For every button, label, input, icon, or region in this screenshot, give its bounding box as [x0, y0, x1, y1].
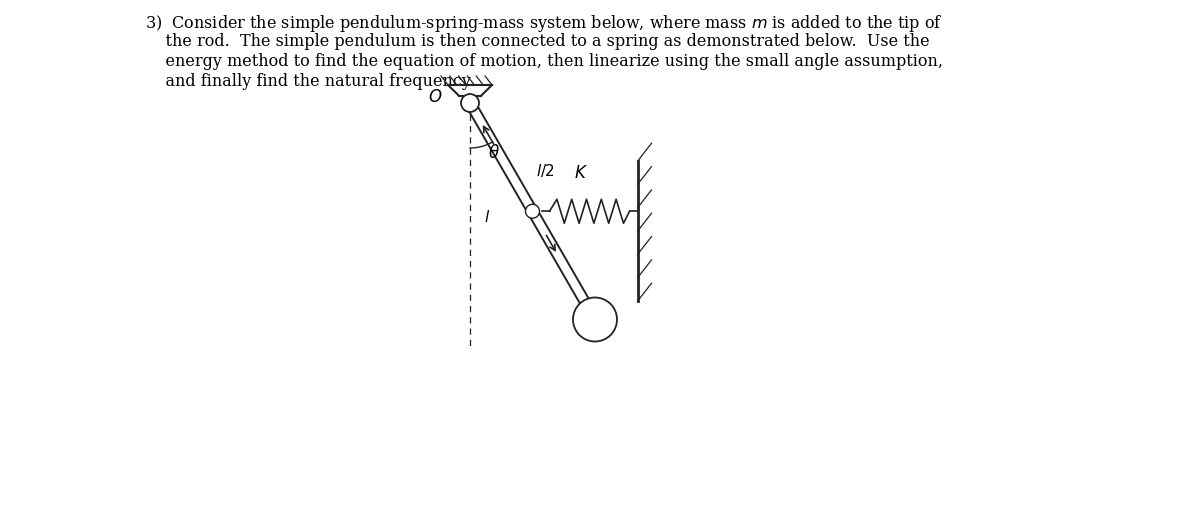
Circle shape: [461, 94, 479, 112]
Text: $m$: $m$: [587, 313, 602, 326]
Text: and finally find the natural frequency.: and finally find the natural frequency.: [145, 73, 474, 90]
Circle shape: [574, 298, 617, 342]
Text: the rod.  The simple pendulum is then connected to a spring as demonstrated belo: the rod. The simple pendulum is then con…: [145, 33, 930, 50]
Text: $\theta$: $\theta$: [488, 144, 500, 162]
Text: energy method to find the equation of motion, then linearize using the small ang: energy method to find the equation of mo…: [145, 53, 943, 70]
Text: $K$: $K$: [574, 165, 588, 182]
Circle shape: [526, 204, 540, 218]
Text: $O$: $O$: [427, 88, 442, 106]
Text: 3)  Consider the simple pendulum-spring-mass system below, where mass $m$ is add: 3) Consider the simple pendulum-spring-m…: [145, 13, 943, 34]
Text: $l$: $l$: [484, 209, 490, 225]
Text: $l/2$: $l/2$: [535, 162, 554, 179]
